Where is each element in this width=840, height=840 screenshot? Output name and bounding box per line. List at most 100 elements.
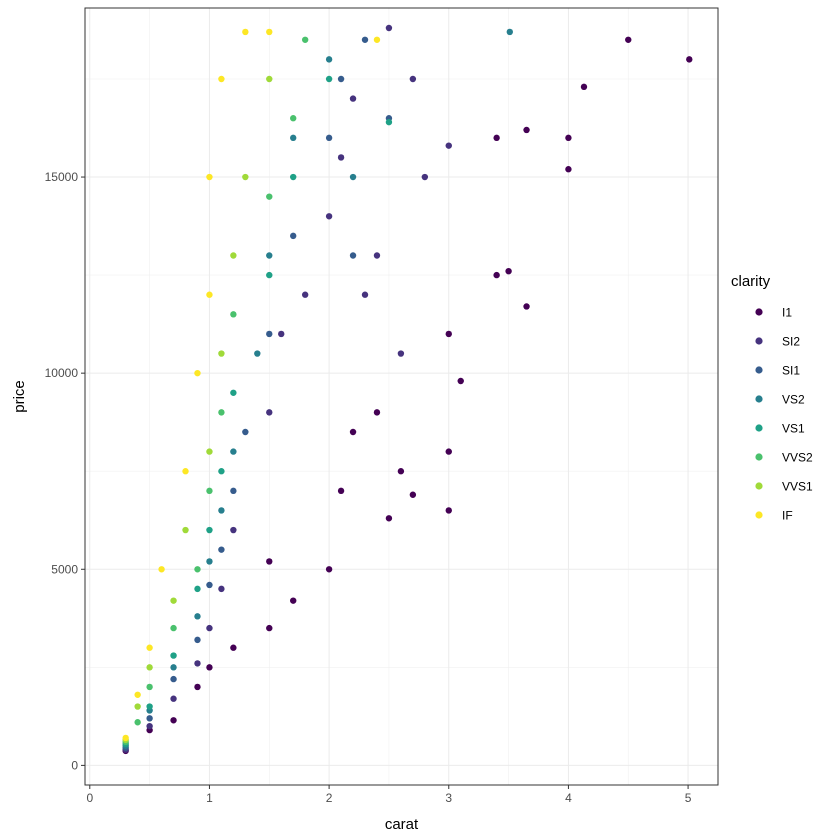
point-i1 [337, 487, 345, 495]
x-tick-label: 1 [206, 791, 213, 805]
point-i1 [385, 515, 393, 522]
point-si2 [206, 624, 213, 632]
point-vvs2 [266, 193, 273, 200]
point-vvs1 [206, 448, 213, 455]
point-vs1 [266, 271, 273, 279]
point-vs2 [290, 134, 297, 142]
point-i1 [170, 717, 177, 724]
y-tick-label: 5000 [51, 562, 78, 576]
point-vvs2 [134, 719, 141, 726]
legend-key-si1 [755, 366, 763, 374]
point-i1 [373, 409, 381, 416]
legend-label-if: IF [782, 509, 793, 523]
y-axis-title: price [11, 380, 28, 413]
point-if [206, 173, 213, 181]
point-i1 [230, 644, 237, 651]
legend-key-vvs2 [755, 453, 763, 461]
point-if [146, 644, 153, 651]
point-i1 [445, 448, 452, 455]
point-i1 [523, 126, 530, 134]
point-vvs2 [301, 36, 309, 43]
point-vvs1 [242, 173, 249, 181]
point-si1 [230, 487, 237, 495]
point-i1 [206, 664, 213, 671]
point-if [194, 369, 201, 377]
point-vvs1 [230, 252, 237, 259]
point-si2 [373, 252, 381, 259]
point-vs1 [194, 585, 201, 593]
point-if [242, 28, 249, 36]
point-si1 [266, 330, 273, 338]
point-i1 [266, 558, 273, 565]
point-if [158, 566, 165, 573]
legend-items: I1 SI2 SI1 VS2 VS1 VVS2 VVS1 IF [755, 306, 813, 523]
y-tick-label: 10000 [45, 366, 79, 380]
point-si2 [278, 330, 285, 338]
point-si2 [266, 409, 273, 416]
point-vvs1 [218, 350, 225, 357]
legend-label-si2: SI2 [782, 335, 800, 349]
point-si2 [301, 291, 309, 298]
point-vs1 [218, 468, 225, 475]
point-vs1 [325, 75, 333, 83]
point-if [373, 36, 381, 43]
point-vvs1 [170, 597, 177, 604]
legend-label-i1: I1 [782, 306, 792, 320]
point-vs2 [194, 613, 201, 620]
point-si1 [361, 36, 369, 43]
point-si2 [337, 154, 345, 161]
legend-label-vs2: VS2 [782, 393, 805, 407]
point-i1 [565, 166, 572, 173]
point-vs2 [254, 350, 261, 357]
y-axis: 0 5000 10000 15000 [45, 170, 85, 772]
point-si2 [230, 526, 237, 534]
legend-label-si1: SI1 [782, 364, 800, 378]
point-vvs1 [266, 75, 273, 83]
point-si2 [146, 722, 153, 730]
point-if [182, 468, 189, 475]
y-tick-label: 0 [71, 758, 78, 772]
point-vs2 [230, 448, 237, 455]
point-i1 [523, 303, 530, 310]
point-vs1 [230, 389, 237, 396]
point-si1 [206, 581, 213, 589]
data-points [122, 24, 693, 755]
point-si1 [337, 75, 345, 83]
point-vvs2 [218, 409, 225, 416]
point-si2 [397, 350, 405, 357]
legend-key-vvs1 [755, 482, 763, 490]
point-si2 [361, 291, 369, 298]
point-vs2 [206, 558, 213, 565]
point-i1 [686, 56, 693, 63]
point-vvs2 [290, 115, 297, 122]
point-i1 [565, 134, 572, 142]
point-i1 [349, 428, 357, 436]
x-tick-label: 3 [445, 791, 452, 805]
legend-label-vs1: VS1 [782, 422, 805, 436]
x-tick-label: 4 [565, 791, 572, 805]
panel-border [84, 7, 719, 786]
point-i1 [290, 597, 297, 604]
point-vs1 [290, 173, 297, 181]
legend-key-si2 [755, 337, 763, 345]
point-vs2 [325, 56, 333, 63]
point-si1 [218, 546, 225, 553]
point-i1 [397, 468, 405, 475]
legend-title: clarity [731, 273, 771, 290]
x-tick-label: 0 [86, 791, 93, 805]
point-if [218, 75, 225, 83]
point-vvs2 [170, 624, 177, 632]
point-si2 [170, 695, 177, 702]
point-si1 [290, 232, 297, 240]
point-si1 [349, 252, 357, 259]
point-if [206, 291, 213, 298]
point-if [122, 734, 129, 742]
x-tick-label: 2 [326, 791, 333, 805]
point-vs2 [266, 252, 273, 259]
point-si2 [349, 95, 357, 102]
grid-major [85, 8, 718, 785]
point-vvs2 [194, 566, 201, 573]
point-i1 [266, 624, 273, 632]
point-si2 [218, 585, 225, 593]
